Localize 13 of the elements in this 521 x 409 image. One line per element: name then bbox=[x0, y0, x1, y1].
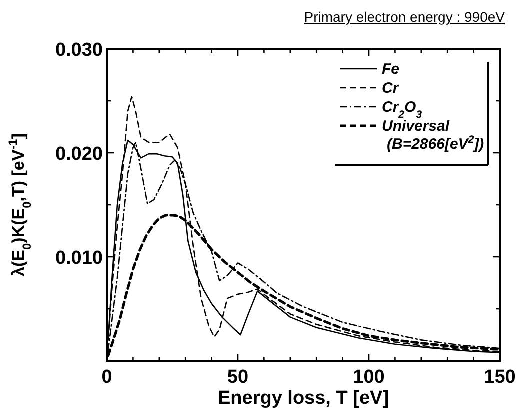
legend-label: Cr bbox=[382, 80, 400, 97]
chart-title: Primary electron energy : 990eV bbox=[304, 9, 506, 25]
x-tick-label: 100 bbox=[353, 367, 385, 388]
x-tick-label: 50 bbox=[227, 367, 249, 388]
x-tick-label: 150 bbox=[484, 367, 516, 388]
legend-label: Fe bbox=[382, 61, 400, 78]
legend-label: Cr$_{2}$O$_{3}$ bbox=[382, 99, 422, 121]
y-tick-label: 0.010 bbox=[55, 248, 103, 269]
x-tick-label: 0 bbox=[102, 367, 112, 388]
legend-label: Universal (B=2866[eV$^{2}$]) bbox=[382, 118, 484, 153]
y-tick-label: 0.030 bbox=[55, 40, 103, 61]
y-tick-label: 0.020 bbox=[55, 144, 103, 165]
x-axis-title: Energy loss, T [eV] bbox=[218, 388, 390, 409]
